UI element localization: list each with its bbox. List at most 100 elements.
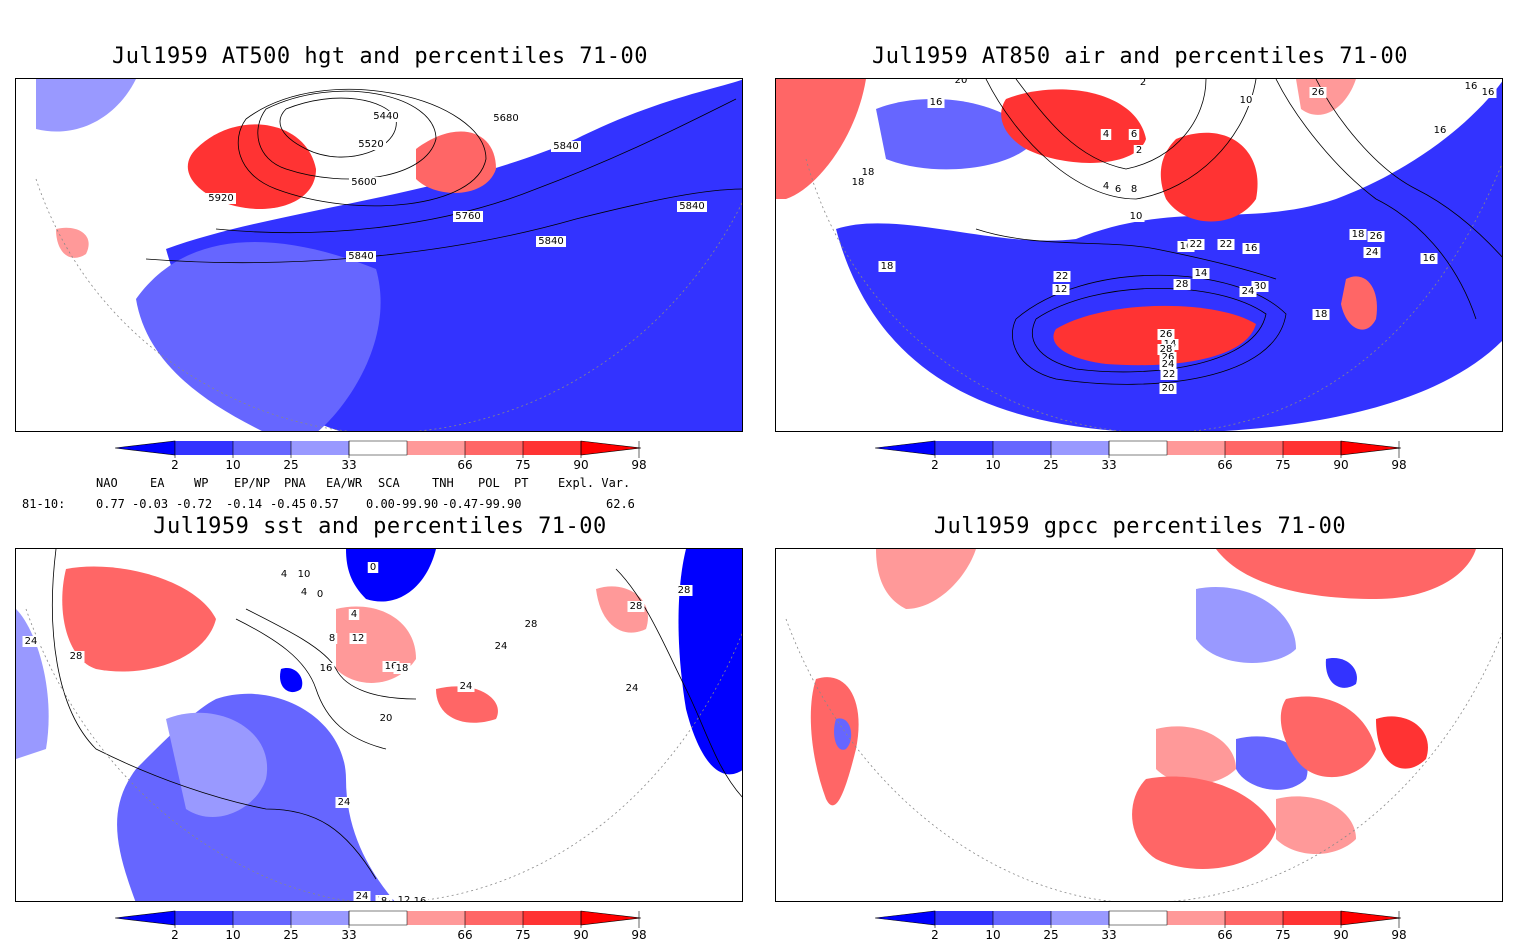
contour-label-box bbox=[349, 177, 379, 188]
red-blob-east bbox=[1341, 276, 1377, 330]
colorbar-swatch bbox=[1051, 441, 1109, 455]
contour-label-box bbox=[952, 79, 970, 86]
colorbar-bottom-right: 2 10 25 33 66 75 90 98 bbox=[874, 907, 1415, 942]
contour-labels: 0410404812162428161820242424282828242424… bbox=[22, 562, 693, 902]
contour-label: 28 bbox=[525, 619, 538, 630]
contour-label: 2 bbox=[1140, 79, 1146, 88]
contour-label-box bbox=[623, 683, 641, 694]
contour-label: 24 bbox=[1366, 247, 1379, 258]
contour-label-box bbox=[1349, 229, 1367, 240]
colorbar-top-left: 2 10 25 33 66 75 90 98 bbox=[114, 437, 655, 472]
colorbar-tick-label: 2 bbox=[931, 928, 939, 941]
colorbar-swatches bbox=[114, 440, 642, 456]
teleconnection-value: -0.14 bbox=[226, 497, 263, 511]
contour-label: 24 bbox=[356, 891, 369, 902]
panel-title-gpcc: Jul1959 gpcc percentiles 71-00 bbox=[933, 514, 1347, 539]
contour-label-box bbox=[393, 663, 411, 674]
colorbar-arrow-left bbox=[874, 910, 936, 926]
colorbar-tick-label: 98 bbox=[1391, 458, 1406, 471]
teleconnection-value: -0.47-99.90 bbox=[442, 497, 522, 511]
contour-label: 4 bbox=[301, 587, 307, 598]
contour-label-box bbox=[492, 641, 510, 652]
red-blob-center bbox=[1160, 132, 1258, 222]
contour-label: 12 bbox=[1055, 284, 1068, 295]
contour-label: 24 bbox=[338, 797, 351, 808]
colorbar-arrow-right bbox=[580, 910, 642, 926]
teleconnection-header: TNH bbox=[432, 476, 454, 490]
contour-label-box bbox=[522, 619, 540, 630]
colorbar-tick-label: 75 bbox=[1275, 458, 1290, 471]
colorbar-swatch bbox=[407, 911, 465, 925]
contour-label-box bbox=[627, 601, 645, 612]
colorbar-swatch bbox=[523, 441, 581, 455]
contour-label: 16 bbox=[1434, 125, 1447, 136]
teleconnection-header: Expl. Var. bbox=[558, 476, 631, 490]
contour-label-box bbox=[1237, 95, 1255, 106]
colorbar-tick-label: 75 bbox=[1275, 928, 1290, 941]
contour-label: 30 bbox=[1254, 281, 1267, 292]
colorbar-tick-label: 2 bbox=[171, 458, 179, 471]
teleconnection-value: 62.6 bbox=[606, 497, 635, 511]
red-blob-south bbox=[1053, 305, 1256, 366]
contour-label: 28 bbox=[630, 601, 643, 612]
map-hgt-svg: 5440 5680 5520 5840 5600 5920 5760 5840 5840 5840 bbox=[16, 79, 742, 431]
contour-label-box bbox=[1137, 79, 1149, 88]
contour-label: 10 bbox=[298, 569, 311, 580]
blue-field-light bbox=[136, 242, 381, 431]
colorbar-tick-label: 90 bbox=[573, 458, 588, 471]
temperature-contours bbox=[975, 79, 1502, 385]
precip-anomaly-patches bbox=[810, 549, 1476, 869]
contour-label: 16 bbox=[1180, 241, 1193, 252]
colorbar-tick-label: 66 bbox=[1217, 458, 1232, 471]
contour-label: 24 bbox=[495, 641, 508, 652]
colorbar-svg: 2 10 25 33 66 75 90 98 bbox=[874, 910, 1407, 942]
contour-label: 16 bbox=[414, 896, 427, 902]
blue-field-top bbox=[876, 99, 1036, 170]
contour-label: 4 bbox=[351, 609, 357, 620]
colorbar-tick-label: 25 bbox=[283, 458, 298, 471]
contour-label-box bbox=[1100, 129, 1112, 140]
teleconnection-header: EA bbox=[150, 476, 165, 490]
contour-label: 8 bbox=[381, 896, 387, 902]
teleconnection-header: EP/NP bbox=[234, 476, 271, 490]
blue-field-lighter bbox=[36, 79, 136, 132]
contour-label-box bbox=[1159, 352, 1177, 363]
hemisphere-edge bbox=[805, 158, 1502, 431]
colorbar-tick-label: 25 bbox=[1043, 458, 1058, 471]
contour-label: 18 bbox=[1352, 229, 1365, 240]
contour-label: 24 bbox=[25, 636, 38, 647]
teleconnection-row-label: 81-10: bbox=[22, 497, 66, 511]
contour-label: 0 bbox=[317, 589, 323, 600]
colorbar-swatch bbox=[993, 441, 1051, 455]
contour-label: 26 bbox=[1160, 329, 1173, 340]
colorbar-swatch bbox=[993, 911, 1051, 925]
contour-label: 4 bbox=[1103, 181, 1109, 192]
teleconnection-header: PNA bbox=[284, 476, 306, 490]
teleconnection-value: -0.45 bbox=[270, 497, 307, 511]
blue-field-atlantic-light bbox=[166, 712, 268, 818]
panel-title-sst: Jul1959 sst and percentiles 71-00 bbox=[153, 514, 607, 539]
contour-label-box bbox=[849, 177, 867, 188]
contour-label: 28 bbox=[1160, 344, 1173, 355]
contour-label-box bbox=[675, 585, 693, 596]
contour-label: 24 bbox=[626, 683, 639, 694]
contour-label-box bbox=[1239, 286, 1257, 297]
colorbar-swatch bbox=[407, 441, 465, 455]
colorbar-tick-label: 25 bbox=[1043, 928, 1058, 941]
contour-label: 26 bbox=[1370, 231, 1383, 242]
contour-label: 5680 bbox=[493, 113, 518, 124]
colorbar-ticks: 2 10 25 33 66 75 90 98 bbox=[171, 911, 647, 942]
colorbar-tick-label: 75 bbox=[515, 928, 530, 941]
contour-label-box bbox=[1217, 239, 1235, 250]
contour-label-box bbox=[859, 167, 877, 178]
colorbar-swatch bbox=[349, 911, 407, 925]
colorbar-arrow-right bbox=[580, 440, 642, 456]
colorbar-swatch bbox=[349, 441, 407, 455]
contour-label-box bbox=[1133, 145, 1145, 156]
contour-label: 16 bbox=[385, 661, 398, 672]
contour-label-box bbox=[278, 569, 290, 580]
contour-label-box bbox=[1100, 181, 1112, 192]
contour-label: 8 bbox=[1131, 184, 1137, 195]
contour-label: 16 bbox=[1465, 81, 1478, 92]
contour-label-box bbox=[1159, 359, 1177, 370]
